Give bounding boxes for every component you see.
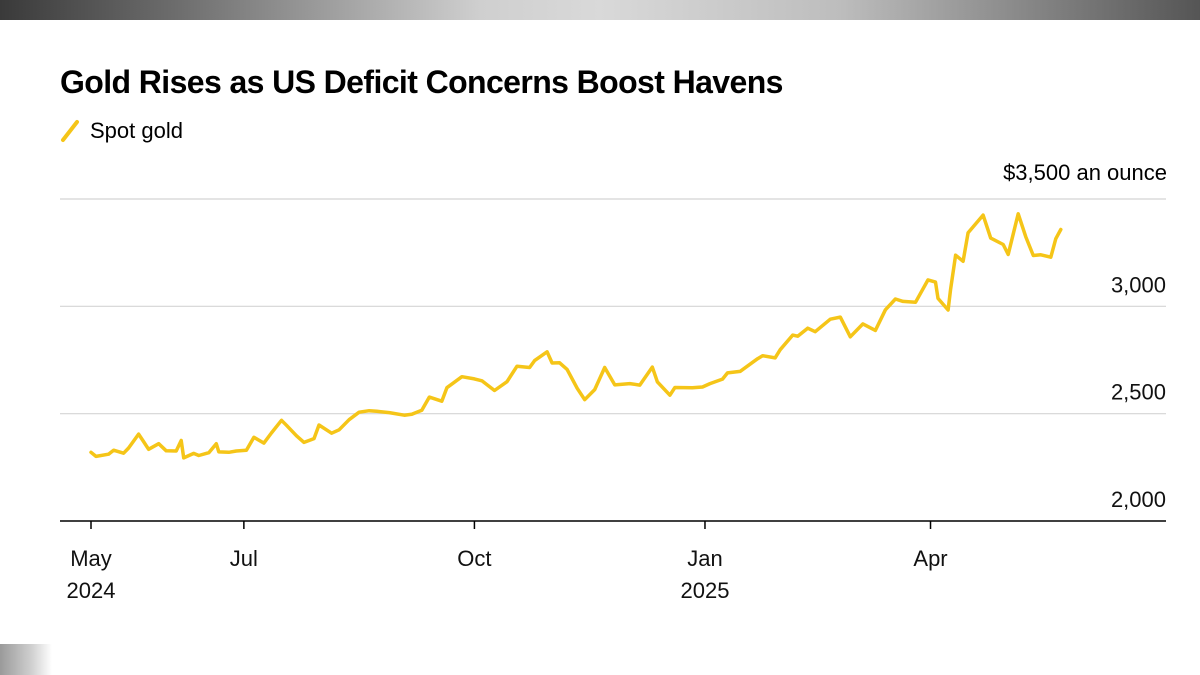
y-tick-labels: 3,000 2,500 2,000 [1111, 272, 1166, 512]
y-tick-label: 2,000 [1111, 487, 1166, 512]
x-tick-label: May [70, 546, 112, 571]
gridlines [60, 198, 1166, 415]
x-tick-label: Apr [913, 546, 947, 571]
series-line-spot-gold [89, 212, 1063, 460]
y-axis-unit-label: $3,500 an ounce [1003, 160, 1167, 185]
y-tick-label: 2,500 [1111, 380, 1166, 405]
legend-swatch-line [61, 120, 79, 142]
x-axis: May 2024 Jul Oct Jan 2025 Apr [60, 520, 1166, 603]
x-tick-label: Jul [230, 546, 258, 571]
x-tick-label: Jan [687, 546, 722, 571]
legend: Spot gold [60, 118, 183, 144]
x-tick-label: Oct [457, 546, 491, 571]
x-tick-year-label: 2024 [67, 578, 116, 603]
top-frame-band [0, 0, 1200, 20]
x-tick-year-label: 2025 [680, 578, 729, 603]
bottom-frame-band [0, 644, 1200, 675]
y-tick-label: 3,000 [1111, 272, 1166, 297]
chart-title: Gold Rises as US Deficit Concerns Boost … [60, 64, 783, 100]
legend-swatch-spot-gold [61, 120, 79, 142]
legend-label-spot-gold: Spot gold [90, 118, 183, 143]
bottom-frame-corner [0, 644, 52, 675]
series-layer [89, 212, 1063, 460]
